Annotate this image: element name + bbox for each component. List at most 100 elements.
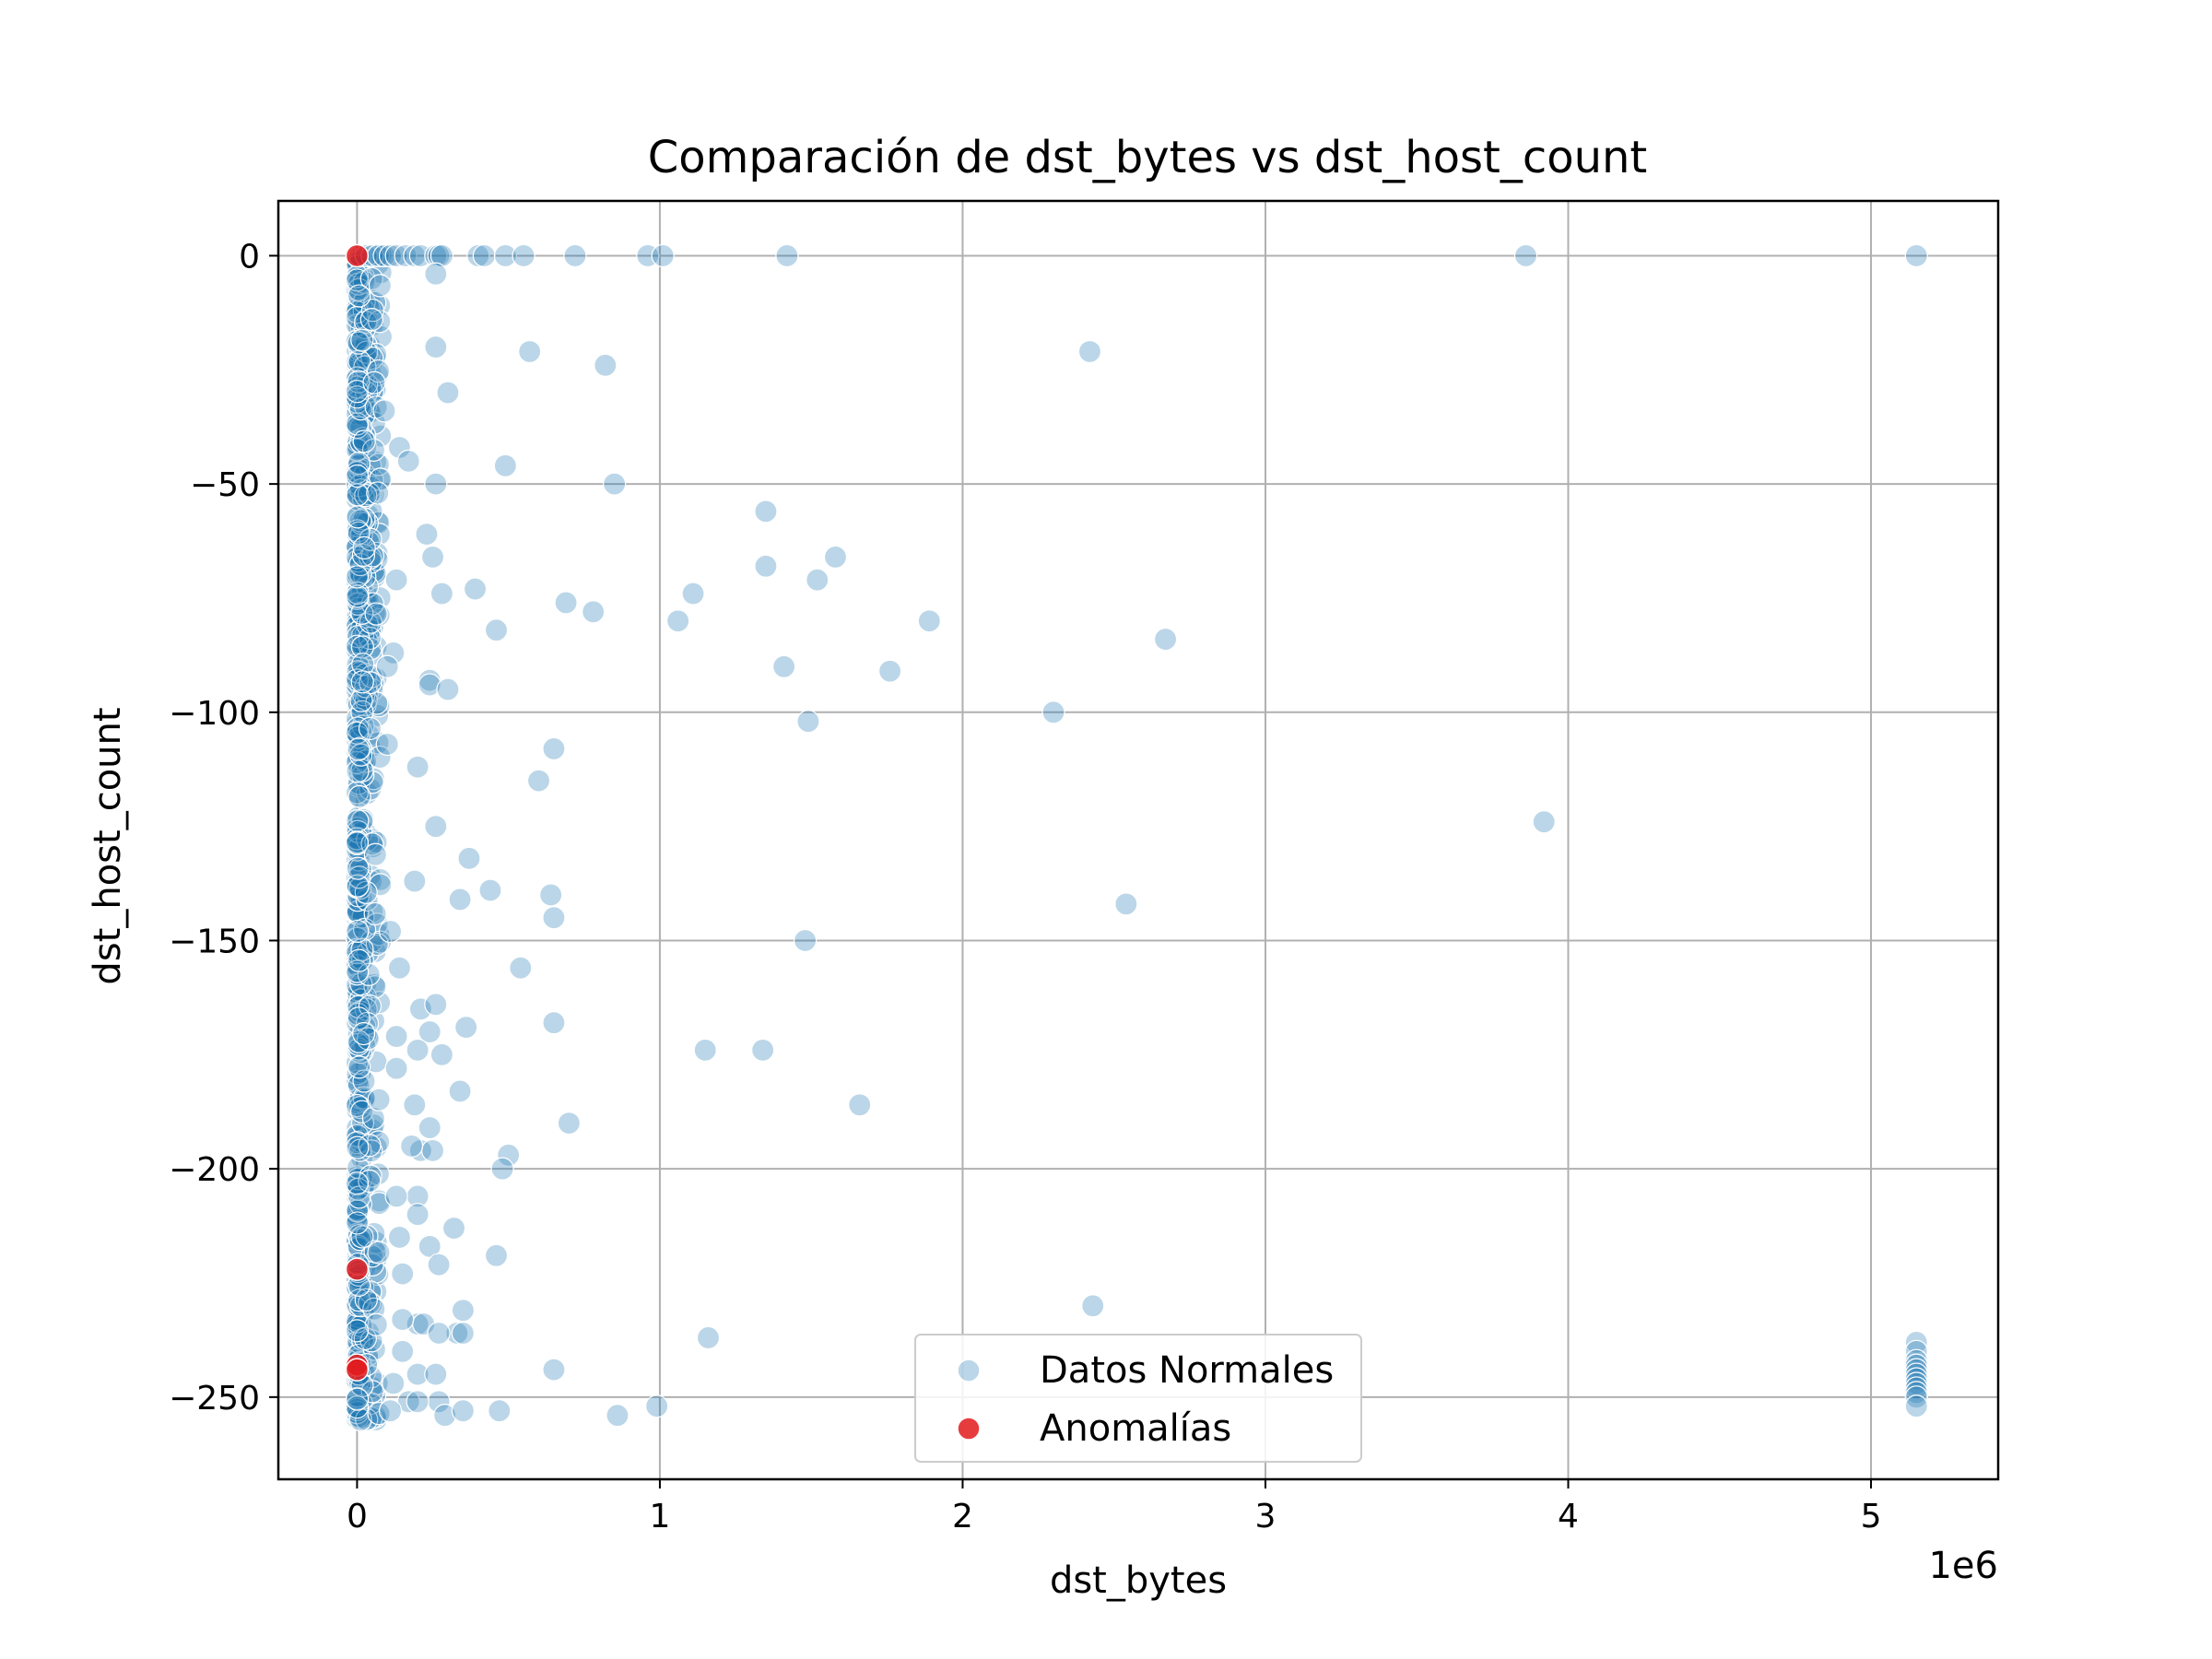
x-tick-label: 0 (347, 1498, 368, 1535)
x-tick-label: 1 (649, 1498, 670, 1535)
data-point-normal (396, 449, 420, 473)
data-point-normal (372, 243, 396, 268)
data-point-normal (364, 1312, 388, 1336)
data-point-normal (408, 997, 433, 1021)
data-point-normal (347, 349, 371, 373)
data-point-normal (693, 1038, 717, 1062)
data-point-normal (403, 1093, 427, 1117)
data-point-normal (696, 1325, 721, 1350)
data-point-normal (391, 1308, 415, 1332)
data-point-normal (542, 1358, 566, 1382)
data-point-normal (350, 328, 374, 352)
data-point-normal (346, 874, 370, 898)
data-point-normal (347, 1006, 371, 1030)
data-point-normal (345, 565, 370, 589)
data-point-normal (557, 1112, 581, 1135)
data-point-normal (445, 1321, 469, 1346)
plot-frame (276, 199, 2000, 1481)
data-point-normal (350, 670, 374, 694)
data-point-normal (1904, 1385, 1928, 1409)
data-point-normal (347, 737, 371, 761)
data-point-normal (345, 831, 370, 855)
x-axis-label: dst_bytes (1050, 1559, 1227, 1602)
x-axis-ticks: 0 1 2 3 4 5 (347, 1479, 1881, 1535)
data-point-normal (681, 582, 705, 606)
data-point-normal (346, 1387, 370, 1411)
data-point-normal (878, 659, 902, 683)
data-point-normal (345, 464, 370, 488)
data-point-normal (526, 769, 551, 793)
data-point-normal (368, 745, 392, 770)
data-point-normal (358, 716, 382, 741)
data-point-normal (347, 865, 371, 889)
data-point-normal (433, 1404, 457, 1428)
data-point-normal (1513, 243, 1538, 268)
data-point-normal (420, 1138, 445, 1162)
data-point-normal (364, 602, 388, 626)
data-point-normal (424, 1362, 448, 1386)
data-point-normal (387, 956, 412, 980)
y-tick-label: −50 (190, 466, 260, 504)
data-point-normal (347, 331, 371, 355)
data-point-normal (424, 815, 448, 839)
data-point-normal (363, 842, 387, 866)
y-tick-label: −250 (169, 1380, 260, 1418)
data-point-normal (509, 956, 533, 980)
data-point-normal (645, 1394, 669, 1418)
data-point-normal (472, 243, 496, 268)
data-point-normal (451, 1299, 475, 1323)
data-point-normal (1904, 243, 1928, 268)
data-point-normal (346, 505, 370, 529)
data-point-normal (794, 928, 818, 953)
legend-anomaly-marker (957, 1417, 981, 1441)
y-axis-ticks: 0 −50 −100 −150 −200 −250 (169, 238, 278, 1418)
data-point-normal (542, 906, 566, 930)
data-point-normal (651, 243, 675, 268)
data-point-normal (418, 1115, 441, 1140)
data-point-normal (436, 381, 460, 405)
data-point-normal (1114, 892, 1138, 916)
data-point-normal (387, 1225, 412, 1250)
data-point-normal (387, 435, 412, 460)
data-point-normal (606, 1404, 629, 1428)
data-point-normal (554, 591, 578, 615)
data-point-anomaly (345, 1257, 370, 1281)
data-point-normal (403, 869, 427, 893)
data-point-normal (347, 284, 371, 308)
data-point-normal (582, 600, 606, 624)
data-point-normal (354, 1288, 378, 1312)
data-point-normal (378, 1399, 403, 1423)
legend-normal-marker (957, 1359, 981, 1382)
data-point-normal (806, 568, 830, 592)
data-point-normal (424, 262, 448, 286)
data-point-normal (382, 641, 406, 665)
data-point-normal (493, 453, 517, 477)
x-tick-label: 4 (1558, 1498, 1579, 1535)
grid-lines (278, 201, 1998, 1479)
data-point-normal (359, 307, 383, 332)
data-point-normal (917, 609, 941, 633)
y-tick-label: −100 (169, 695, 260, 733)
data-point-normal (451, 1321, 475, 1346)
data-point-normal (594, 353, 618, 377)
data-point-normal (352, 429, 376, 453)
data-point-normal (367, 1402, 391, 1426)
data-point-normal (796, 710, 820, 734)
data-point-normal (424, 335, 448, 359)
data-point-normal (346, 900, 370, 924)
data-point-normal (424, 472, 448, 496)
data-point-normal (355, 888, 379, 912)
data-point-normal (360, 299, 385, 323)
data-point-normal (345, 412, 370, 436)
data-point-normal (345, 1124, 370, 1147)
data-point-normal (391, 1262, 415, 1286)
data-point-normal (406, 1390, 429, 1414)
data-point-normal (490, 1157, 514, 1181)
data-point-normal (441, 1216, 466, 1241)
data-point-normal (391, 1339, 415, 1363)
data-point-normal (382, 1371, 406, 1395)
data-point-normal (406, 1184, 429, 1208)
data-point-normal (399, 1134, 424, 1158)
data-point-normal (358, 1134, 382, 1158)
data-point-normal (775, 243, 799, 268)
